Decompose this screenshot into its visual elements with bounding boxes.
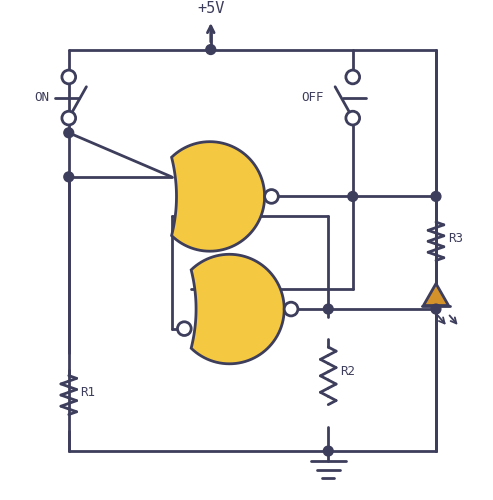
- Text: +5V: +5V: [197, 2, 224, 16]
- Text: R1: R1: [80, 386, 96, 399]
- Circle shape: [346, 70, 359, 84]
- Circle shape: [346, 111, 359, 125]
- Circle shape: [177, 322, 191, 336]
- Circle shape: [431, 192, 441, 202]
- Circle shape: [206, 44, 215, 54]
- Circle shape: [348, 192, 357, 202]
- Circle shape: [323, 304, 333, 314]
- Circle shape: [64, 128, 73, 138]
- Circle shape: [284, 302, 298, 316]
- Text: OFF: OFF: [301, 91, 323, 104]
- Circle shape: [265, 190, 279, 203]
- Polygon shape: [191, 254, 284, 364]
- Circle shape: [431, 304, 441, 314]
- Polygon shape: [172, 142, 265, 251]
- Text: ON: ON: [34, 91, 49, 104]
- Polygon shape: [423, 284, 449, 306]
- Text: R3: R3: [448, 232, 463, 245]
- Circle shape: [62, 70, 75, 84]
- Circle shape: [64, 172, 73, 182]
- Circle shape: [323, 446, 333, 456]
- Circle shape: [62, 111, 75, 125]
- Text: R2: R2: [340, 365, 355, 378]
